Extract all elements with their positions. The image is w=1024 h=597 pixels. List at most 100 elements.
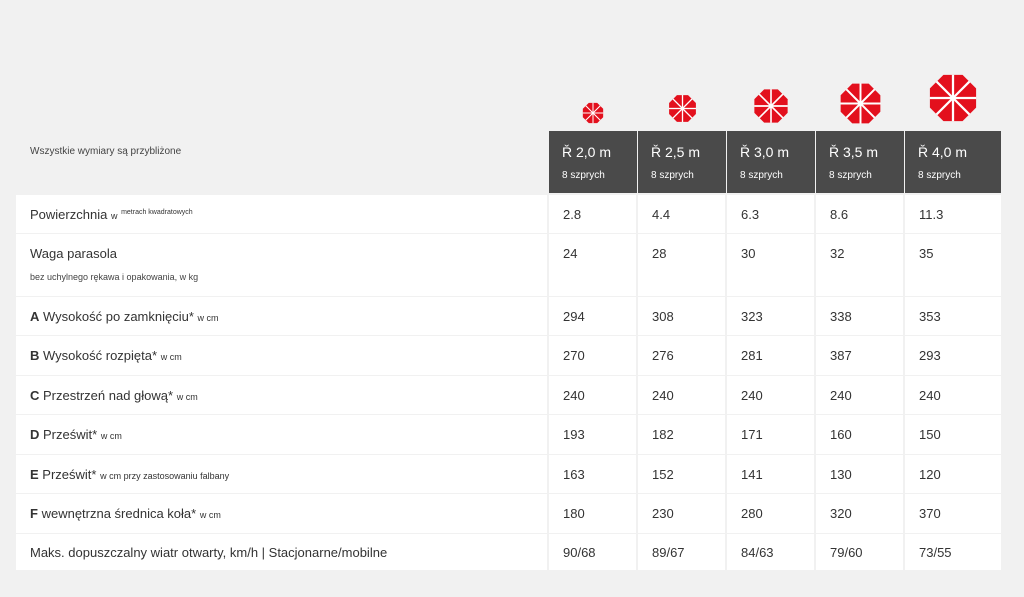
row-label-text: Prześwit* (42, 467, 97, 482)
row-label-text: Prześwit* (43, 427, 98, 442)
umbrella-canopy-icon (752, 87, 790, 130)
column-header: Ř 4,0 m 8 szprych (905, 131, 1001, 193)
column-divider (547, 455, 549, 493)
table-cell: 293 (919, 348, 941, 363)
diameter-label: Ř 2,0 m (562, 144, 612, 160)
umbrella-canopy-icon (927, 72, 979, 129)
table-cell: 323 (741, 309, 763, 324)
row-label: C Przestrzeń nad głową* w cm (30, 388, 198, 403)
diameter-label: Ř 3,5 m (829, 144, 879, 160)
row-label-text: Wysokość po zamknięciu* (43, 309, 194, 324)
row-label: F wewnętrzna średnica koła* w cm (30, 506, 221, 521)
dimensions-note: Wszystkie wymiary są przybliżone (30, 146, 182, 157)
table-row: C Przestrzeń nad głową* w cm 240 240 240 240… (16, 376, 1001, 414)
table-cell: 280 (741, 506, 763, 521)
table-row: Waga parasola bez uchylnego rękawa i opak… (16, 234, 1001, 296)
row-label-text: Waga parasola (30, 246, 117, 261)
table-cell: 4.4 (652, 207, 671, 222)
table-cell: 171 (741, 427, 763, 442)
column-divider (814, 415, 816, 454)
table-row: F wewnętrzna średnica koła* w cm 180 230 28… (16, 494, 1001, 533)
column-divider (636, 195, 638, 233)
row-label: Waga parasola (30, 246, 117, 261)
column-divider (814, 534, 816, 570)
row-unit: w cm (197, 313, 219, 323)
dimension-letter: C (30, 388, 40, 403)
row-unit: w cm (176, 392, 198, 402)
column-divider (814, 195, 816, 233)
table-cell: 90/68 (563, 545, 596, 560)
umbrella-canopy-icon (667, 93, 698, 129)
table-cell: 281 (741, 348, 763, 363)
table-cell: 370 (919, 506, 941, 521)
table-cell: 120 (919, 467, 941, 482)
table-row: Powierzchnia w metrach kwadratowych 2.8 4.… (16, 195, 1001, 233)
table-cell: 353 (919, 309, 941, 324)
dimension-letter: F (30, 506, 38, 521)
column-divider (636, 297, 638, 335)
table-cell: 24 (563, 246, 578, 261)
dimension-letter: D (30, 427, 40, 442)
table-cell: 240 (741, 388, 763, 403)
column-divider (903, 415, 905, 454)
dimension-letter: A (30, 309, 40, 324)
table-row: A Wysokość po zamknięciu* w cm 294 308 323 3… (16, 297, 1001, 335)
column-divider (814, 234, 816, 296)
table-cell: 387 (830, 348, 852, 363)
table-cell: 163 (563, 467, 585, 482)
column-divider (547, 534, 549, 570)
column-divider (814, 297, 816, 335)
column-divider (903, 297, 905, 335)
row-label-text: Przestrzeń nad głową* (43, 388, 174, 403)
column-divider (547, 415, 549, 454)
row-label-text: Wysokość rozpięta* (43, 348, 158, 363)
row-label: B Wysokość rozpięta* w cm (30, 348, 182, 363)
table-cell: 320 (830, 506, 852, 521)
table-cell: 182 (652, 427, 674, 442)
table-cell: 2.8 (563, 207, 582, 222)
table-cell: 84/63 (741, 545, 774, 560)
row-label: D Prześwit* w cm (30, 427, 122, 442)
table-cell: 73/55 (919, 545, 952, 560)
table-cell: 6.3 (741, 207, 760, 222)
column-divider (547, 234, 549, 296)
row-label-text: Maks. dopuszczalny wiatr otwarty, km/h |… (30, 545, 388, 560)
column-header: Ř 2,0 m 8 szprych (549, 131, 637, 193)
column-divider (903, 234, 905, 296)
table-row: B Wysokość rozpięta* w cm 270 276 281 387 293 (16, 336, 1001, 375)
table-cell: 152 (652, 467, 674, 482)
column-divider (903, 534, 905, 570)
spokes-label: 8 szprych (651, 170, 694, 181)
column-divider (814, 336, 816, 375)
table-row: E Prześwit* w cm przy zastosowaniu falba… (16, 455, 1001, 493)
table-cell: 180 (563, 506, 585, 521)
table-cell: 89/67 (652, 545, 685, 560)
row-unit: w cm (100, 431, 122, 441)
table-cell: 230 (652, 506, 674, 521)
column-divider (725, 494, 727, 533)
row-label-text: wewnętrzna średnica koła* (41, 506, 197, 521)
table-cell: 28 (652, 246, 667, 261)
table-cell: 32 (830, 246, 845, 261)
column-divider (725, 234, 727, 296)
row-label: Maks. dopuszczalny wiatr otwarty, km/h |… (30, 545, 387, 560)
diameter-label: Ř 4,0 m (918, 144, 968, 160)
table-cell: 240 (830, 388, 852, 403)
column-divider (725, 376, 727, 414)
column-divider (725, 534, 727, 570)
row-label: E Prześwit* w cm przy zastosowaniu falba… (30, 467, 229, 482)
column-divider (725, 455, 727, 493)
column-divider (903, 195, 905, 233)
dimension-letter: E (30, 467, 39, 482)
column-divider (814, 494, 816, 533)
column-divider (725, 336, 727, 375)
spokes-label: 8 szprych (918, 170, 961, 181)
table-cell: 294 (563, 309, 585, 324)
table-cell: 79/60 (830, 545, 863, 560)
column-divider (903, 336, 905, 375)
row-unit: w cm (160, 352, 182, 362)
table-cell: 150 (919, 427, 941, 442)
column-divider (636, 534, 638, 570)
column-header: Ř 3,0 m 8 szprych (727, 131, 815, 193)
column-divider (636, 494, 638, 533)
